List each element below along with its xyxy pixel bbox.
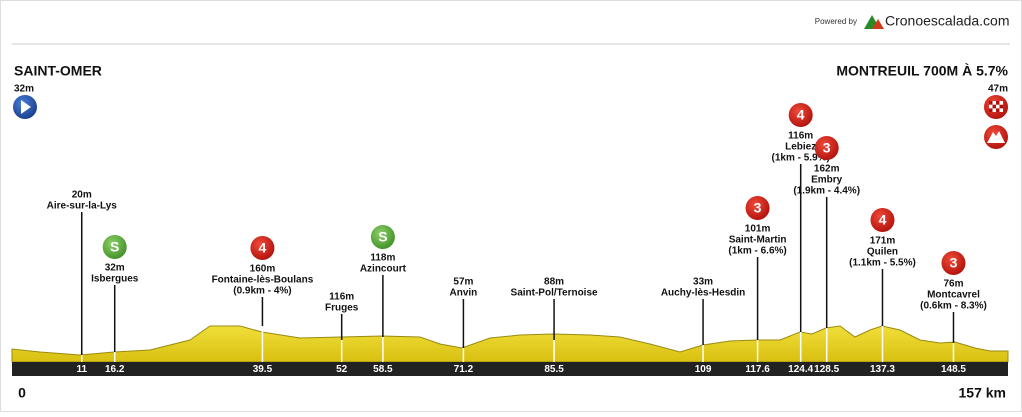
category-badge bbox=[870, 208, 895, 232]
category-label: 3 bbox=[754, 200, 762, 216]
start-name: SAINT-OMER bbox=[14, 63, 102, 79]
finish-altitude: 47m bbox=[988, 84, 1008, 95]
waypoint-km: 85.5 bbox=[544, 364, 564, 375]
category-badge bbox=[250, 236, 275, 260]
finish-name: MONTREUIL 700M À 5.7% bbox=[836, 63, 1008, 79]
waypoint-label: 57m bbox=[453, 277, 473, 288]
waypoint-label: 118m bbox=[370, 253, 395, 264]
waypoint-label: 88m bbox=[544, 277, 564, 288]
waypoint-label: Isbergues bbox=[91, 274, 139, 285]
start-altitude: 32m bbox=[14, 84, 34, 95]
waypoint-km: 148.5 bbox=[941, 364, 966, 375]
waypoint-label: (0.6km - 8.3%) bbox=[920, 301, 987, 312]
waypoint-label: (1km - 5.9%) bbox=[772, 153, 830, 164]
category-badge bbox=[941, 251, 966, 275]
waypoint-label: (1.1km - 5.5%) bbox=[849, 258, 916, 269]
waypoint-km: 137.3 bbox=[870, 364, 895, 375]
category-label: 3 bbox=[823, 140, 831, 156]
waypoint-km: 11 bbox=[76, 364, 87, 375]
waypoint-km: 124.4 bbox=[788, 364, 813, 375]
waypoint-label: 116m bbox=[329, 292, 354, 303]
powered-by: Powered by bbox=[815, 17, 857, 26]
waypoint-km: 39.5 bbox=[253, 364, 273, 375]
category-badge bbox=[370, 225, 395, 249]
finish-climb-icon bbox=[984, 125, 1008, 149]
waypoint-km: 16.2 bbox=[105, 364, 125, 375]
waypoint-label: 171m bbox=[870, 236, 896, 247]
waypoint-label: Saint-Martin bbox=[729, 235, 787, 246]
category-label: 4 bbox=[259, 240, 267, 256]
elevation-profile bbox=[11, 325, 1009, 363]
waypoint-label: Auchy-lès-Hesdin bbox=[661, 288, 745, 299]
brand: Cronoescalada.com bbox=[885, 13, 1010, 29]
waypoint-km: 58.5 bbox=[373, 364, 393, 375]
waypoint-label: Quilen bbox=[867, 247, 898, 258]
axis-end: 157 km bbox=[959, 385, 1006, 401]
category-badge bbox=[102, 235, 127, 259]
category-label: 3 bbox=[950, 255, 958, 271]
waypoint-label: 20m bbox=[72, 190, 92, 201]
start-icon bbox=[13, 95, 37, 119]
waypoint-km: 128.5 bbox=[814, 364, 839, 375]
category-label: 4 bbox=[797, 107, 805, 123]
waypoint-label: 32m bbox=[105, 263, 125, 274]
category-label: 4 bbox=[879, 212, 887, 228]
waypoint-label: 101m bbox=[745, 224, 771, 235]
category-badge bbox=[814, 136, 839, 160]
waypoint-km: 71.2 bbox=[454, 364, 474, 375]
waypoint-label: 76m bbox=[943, 279, 963, 290]
waypoint-label: (1km - 6.6%) bbox=[728, 246, 786, 257]
category-label: S bbox=[110, 239, 119, 255]
waypoint-label: Aire-sur-la-Lys bbox=[47, 201, 118, 212]
category-label: S bbox=[378, 229, 387, 245]
waypoint-label: (1.9km - 4.4%) bbox=[793, 186, 860, 197]
waypoint-label: 33m bbox=[693, 277, 713, 288]
waypoint-km: 117.6 bbox=[745, 364, 770, 375]
waypoint-label: 116m bbox=[788, 131, 813, 142]
waypoint-label: Montcavrel bbox=[927, 290, 980, 301]
finish-flag-icon bbox=[984, 95, 1008, 119]
category-badge bbox=[745, 196, 770, 220]
waypoint-label: 160m bbox=[250, 264, 276, 275]
waypoint-label: Fruges bbox=[325, 303, 359, 314]
category-badge bbox=[788, 103, 813, 127]
waypoint-label: (0.9km - 4%) bbox=[233, 286, 291, 297]
waypoint-label: Anvin bbox=[450, 288, 478, 299]
waypoint-label: Saint-Pol/Ternoise bbox=[511, 288, 598, 299]
waypoint-label: 162m bbox=[814, 164, 840, 175]
axis-strip bbox=[12, 362, 1008, 376]
waypoint-label: Lebiez bbox=[785, 142, 816, 153]
waypoint-km: 109 bbox=[695, 364, 712, 375]
logo bbox=[864, 15, 884, 29]
waypoint-label: Azincourt bbox=[360, 264, 407, 275]
waypoint-label: Fontaine-lès-Boulans bbox=[212, 275, 314, 286]
waypoint-km: 52 bbox=[336, 364, 348, 375]
axis-start: 0 bbox=[18, 385, 26, 401]
waypoint-label: Embry bbox=[811, 175, 843, 186]
